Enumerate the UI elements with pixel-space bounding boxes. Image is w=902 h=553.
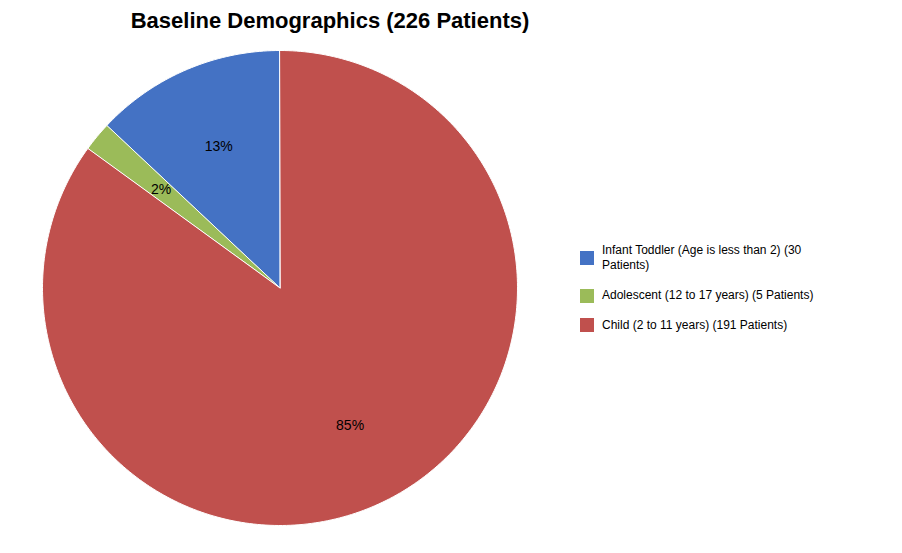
html-text:Adolescent (12 to 17 years) (5: Adolescent (12 to 17 years) (5 Patients) (602, 288, 814, 302)
svg-text:13%: 13% (205, 138, 233, 154)
svg-text:2%: 2% (151, 181, 171, 197)
html-text:Infant Toddler (Age is less th: Infant Toddler (Age is less than 2) (30 … (602, 242, 802, 273)
svg-text:85%: 85% (336, 417, 364, 433)
html-text:Baseline Demographics (226 Pat: Baseline Demographics (226 Patients) (130, 8, 530, 33)
html-text:Child (2 to 11 years) (191 Pat: Child (2 to 11 years) (191 Patients) (602, 317, 788, 332)
